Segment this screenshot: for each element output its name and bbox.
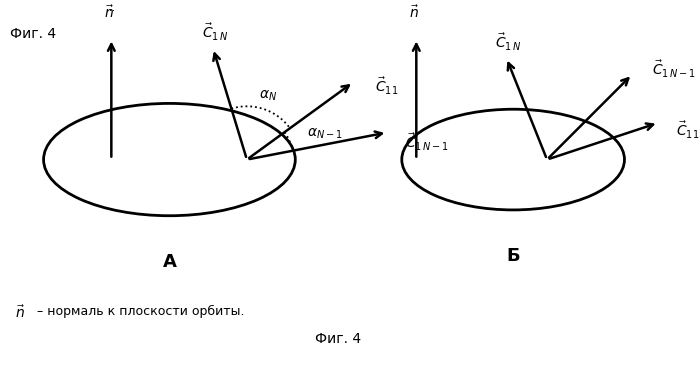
Text: $\vec{n}$: $\vec{n}$ [104, 4, 115, 21]
Text: $\vec{C}_{1\,N}$: $\vec{C}_{1\,N}$ [201, 22, 229, 43]
Text: ..: .. [109, 3, 115, 14]
Text: $\vec{n}$: $\vec{n}$ [15, 305, 25, 322]
Text: $\vec{C}_{11}$: $\vec{C}_{11}$ [676, 120, 699, 141]
Text: А: А [162, 253, 176, 270]
Text: Б: Б [506, 247, 520, 265]
Text: $\vec{C}_{1\,N-1}$: $\vec{C}_{1\,N-1}$ [405, 132, 449, 153]
Text: Фиг. 4: Фиг. 4 [10, 27, 56, 41]
Text: $\vec{C}_{1\,N-1}$: $\vec{C}_{1\,N-1}$ [651, 59, 696, 80]
Text: – нормаль к плоскости орбиты.: – нормаль к плоскости орбиты. [37, 305, 244, 318]
Text: Фиг. 4: Фиг. 4 [315, 332, 361, 346]
Text: $\vec{n}$: $\vec{n}$ [409, 4, 419, 21]
Text: $\vec{C}_{1\,N}$: $\vec{C}_{1\,N}$ [495, 32, 521, 53]
Text: $\alpha_N$: $\alpha_N$ [259, 89, 278, 103]
Text: $\alpha_{N-1}$: $\alpha_{N-1}$ [308, 126, 343, 141]
Text: $\vec{C}_{11}$: $\vec{C}_{11}$ [375, 76, 398, 97]
